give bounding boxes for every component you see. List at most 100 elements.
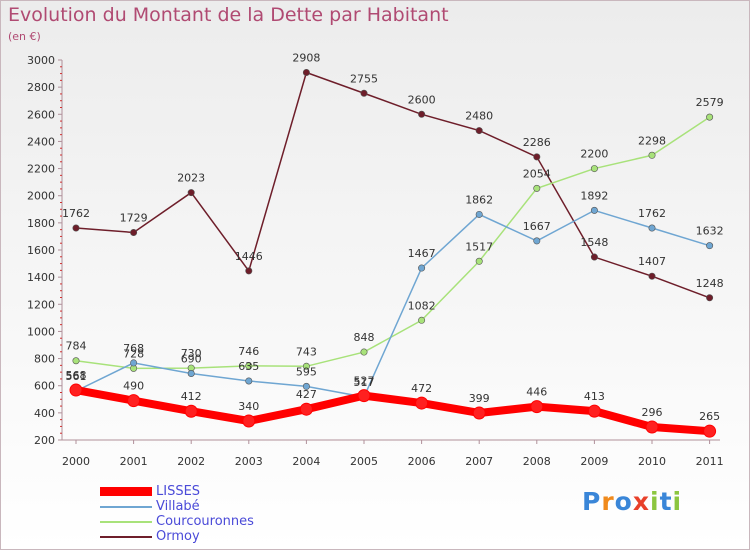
- data-point-ormoy: [590, 253, 598, 261]
- data-point-villabe: [245, 377, 253, 385]
- data-point-lisses: [415, 396, 429, 410]
- x-tick-label: 2004: [292, 455, 320, 468]
- data-point-villabe: [590, 206, 598, 214]
- data-point-lisses: [127, 394, 141, 408]
- data-point-villabe: [187, 369, 195, 377]
- chart-axes: 200 400 600 800 1000 1200 1400 1600 1800 2000 2200…: [27, 54, 724, 468]
- y-tick-label: 1000: [27, 325, 55, 338]
- x-tick-label: 2010: [638, 455, 666, 468]
- data-point-ormoy: [360, 89, 368, 97]
- series-line-villabe: [75, 209, 710, 398]
- data-label-lisses: 427: [296, 388, 317, 401]
- data-point-lisses: [242, 414, 256, 428]
- y-tick-label: 2000: [27, 190, 55, 203]
- logo-letter: i: [650, 487, 660, 516]
- data-point-ormoy: [302, 68, 310, 76]
- y-tick-label: 800: [34, 353, 55, 366]
- data-point-villabe: [130, 359, 138, 367]
- series-line-ormoy: [75, 71, 710, 299]
- data-label-lisses: 472: [411, 382, 432, 395]
- data-point-lisses: [357, 389, 371, 403]
- y-tick-label: 600: [34, 380, 55, 393]
- legend-label-ormoy: Ormoy: [156, 529, 200, 544]
- x-tick-label: 2009: [580, 455, 608, 468]
- data-label-ormoy: 2908: [292, 51, 320, 64]
- data-label-lisses: 527: [354, 375, 375, 388]
- data-label-ormoy: 1729: [120, 211, 148, 224]
- x-tick-label: 2003: [235, 455, 263, 468]
- y-tick-label: 1800: [27, 217, 55, 230]
- data-label-lisses: 265: [699, 410, 720, 423]
- data-point-ormoy: [648, 272, 656, 280]
- data-label-lisses: 446: [526, 386, 547, 399]
- data-label-ormoy: 2755: [350, 72, 378, 85]
- data-label-ormoy: 2286: [523, 136, 551, 149]
- data-point-courcouronnes: [648, 151, 656, 159]
- data-label-ormoy: 2023: [177, 172, 205, 185]
- logo-letter: i: [672, 487, 683, 516]
- data-label-villabe: 1667: [523, 220, 551, 233]
- data-label-villabe: 768: [123, 342, 144, 355]
- data-point-ormoy: [187, 189, 195, 197]
- data-point-courcouronnes: [475, 257, 483, 265]
- y-tick-label: 2600: [27, 108, 55, 121]
- data-label-courcouronnes: 784: [66, 340, 87, 353]
- data-label-ormoy: 1407: [638, 255, 666, 268]
- legend-swatch-lisses: [100, 487, 152, 496]
- proxiti-logo: Proxiti: [582, 487, 682, 516]
- data-point-ormoy: [418, 110, 426, 118]
- data-point-courcouronnes: [360, 348, 368, 356]
- data-label-courcouronnes: 1082: [408, 299, 436, 312]
- logo-letter: o: [614, 487, 633, 516]
- x-tick-label: 2011: [696, 455, 724, 468]
- data-point-lisses: [587, 404, 601, 418]
- data-point-ormoy: [245, 267, 253, 275]
- data-point-courcouronnes: [706, 113, 714, 121]
- data-point-courcouronnes: [72, 357, 80, 365]
- x-tick-label: 2000: [62, 455, 90, 468]
- data-label-ormoy: 1548: [580, 236, 608, 249]
- data-point-lisses: [472, 406, 486, 420]
- data-point-villabe: [533, 237, 541, 245]
- data-label-villabe: 1762: [638, 207, 666, 220]
- data-point-villabe: [706, 242, 714, 250]
- series-line-courcouronnes: [75, 116, 711, 370]
- data-point-lisses: [299, 402, 313, 416]
- data-point-courcouronnes: [590, 165, 598, 173]
- y-tick-label: 400: [34, 407, 55, 420]
- data-point-courcouronnes: [245, 362, 253, 370]
- data-point-ormoy: [130, 228, 138, 236]
- chart-unit-label: (en €): [8, 30, 41, 43]
- x-tick-label: 2006: [408, 455, 436, 468]
- data-point-lisses: [530, 400, 544, 414]
- logo-letter: r: [601, 487, 615, 516]
- data-point-courcouronnes: [533, 184, 541, 192]
- data-label-villabe: 690: [181, 353, 202, 366]
- data-label-ormoy: 2600: [408, 93, 436, 106]
- data-label-lisses: 568: [66, 369, 87, 382]
- x-tick-label: 2002: [177, 455, 205, 468]
- data-point-lisses: [69, 383, 83, 397]
- x-tick-label: 2001: [120, 455, 148, 468]
- data-label-ormoy: 2480: [465, 110, 493, 123]
- legend-swatch-ormoy: [100, 536, 152, 538]
- data-label-lisses: 412: [181, 390, 202, 403]
- logo-letter: x: [632, 487, 650, 516]
- data-label-lisses: 296: [642, 406, 663, 419]
- data-point-lisses: [703, 424, 717, 438]
- data-label-ormoy: 1762: [62, 207, 90, 220]
- chart-title: Evolution du Montant de la Dette par Hab…: [8, 4, 449, 26]
- logo-letter: P: [582, 487, 602, 516]
- data-label-lisses: 413: [584, 390, 605, 403]
- y-tick-label: 2400: [27, 135, 55, 148]
- data-label-courcouronnes: 730: [181, 347, 202, 360]
- y-tick-label: 3000: [27, 54, 55, 67]
- data-point-lisses: [645, 420, 659, 434]
- data-label-villabe: 595: [296, 365, 317, 378]
- data-point-ormoy: [72, 224, 80, 232]
- data-label-villabe: 1632: [696, 225, 724, 238]
- legend-label-villabe: Villabé: [156, 499, 200, 514]
- data-label-courcouronnes: 2298: [638, 134, 666, 147]
- data-label-ormoy: 1446: [235, 250, 263, 263]
